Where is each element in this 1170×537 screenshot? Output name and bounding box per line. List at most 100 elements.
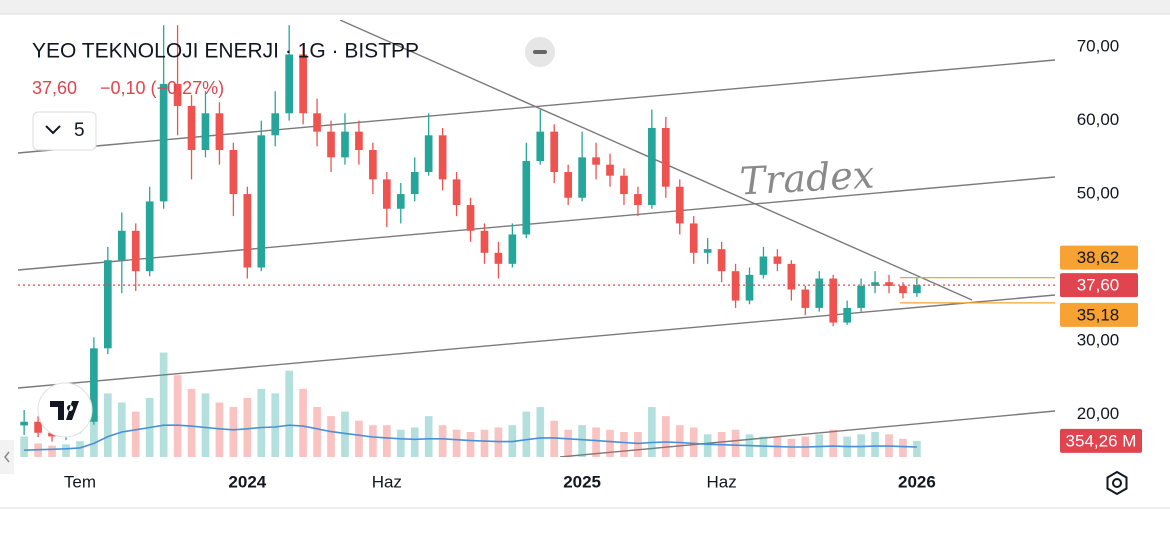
- channel-line: [18, 294, 1055, 389]
- candle-body: [508, 234, 517, 264]
- trend-line: [339, 20, 973, 301]
- candle-body: [34, 421, 42, 433]
- candle-body: [913, 285, 921, 294]
- candle-body: [103, 260, 112, 349]
- candle-body: [606, 164, 614, 176]
- candle-body: [117, 230, 126, 261]
- volume-bar: [703, 434, 712, 457]
- volume-bar: [787, 438, 796, 457]
- volume-bar: [187, 388, 196, 457]
- price-label: 35,18: [1077, 305, 1120, 324]
- volume-bar: [606, 429, 614, 457]
- candle-body: [592, 157, 600, 165]
- toggle-icon: [533, 50, 547, 54]
- volume-bar: [438, 425, 447, 457]
- candle-body: [634, 194, 642, 206]
- volume-bar: [648, 407, 656, 457]
- volume-bar: [285, 370, 294, 457]
- indicator-count: 5: [74, 120, 85, 141]
- volume-bar: [382, 425, 391, 457]
- x-tick-label: 2024: [228, 472, 266, 491]
- y-tick-label: 60,00: [1077, 110, 1120, 129]
- x-tick-label: Tem: [64, 472, 96, 491]
- candle-body: [410, 172, 419, 195]
- volume-bar: [675, 425, 684, 457]
- candle-body: [745, 274, 754, 301]
- volume-bar: [857, 434, 865, 457]
- y-tick-label: 70,00: [1077, 37, 1120, 56]
- volume-bar: [20, 436, 28, 457]
- volume-bar: [327, 416, 335, 457]
- volume-label-box: [1060, 428, 1142, 453]
- candle-body: [731, 271, 740, 301]
- volume-bar: [689, 427, 698, 457]
- price-label-box: [1060, 245, 1138, 270]
- candle-body: [145, 201, 154, 272]
- price-label: 37,60: [1077, 276, 1120, 295]
- indicator-toggle[interactable]: [32, 111, 97, 151]
- volume-bar: [117, 402, 126, 457]
- candle-body: [257, 135, 266, 268]
- price-label: 38,62: [1077, 248, 1120, 267]
- candle-body: [648, 127, 656, 206]
- settings-icon[interactable]: [1106, 470, 1128, 496]
- candle-body: [815, 278, 824, 308]
- volume-bar: [229, 407, 238, 457]
- candle-body: [159, 83, 168, 202]
- candle-body: [857, 285, 865, 308]
- x-tick-label: Haz: [372, 472, 402, 491]
- candle-body: [675, 186, 684, 224]
- volume-bar: [522, 411, 531, 457]
- side-tab[interactable]: [0, 440, 14, 474]
- candle-body: [201, 113, 210, 150]
- candle-body: [522, 161, 531, 235]
- candle-body: [717, 249, 726, 272]
- logo-mark: [50, 401, 79, 420]
- candle-body: [759, 256, 768, 275]
- candle-body: [787, 263, 796, 290]
- volume-bar: [131, 411, 140, 457]
- candle-body: [578, 157, 586, 198]
- chart-title: YEO TEKNOLOJI ENERJI · 1G · BISTPP: [32, 40, 419, 63]
- volume-bar: [550, 420, 559, 457]
- volume-bar: [313, 407, 321, 457]
- volume-bar: [369, 425, 377, 457]
- volume-bar: [592, 427, 600, 457]
- channel-line: [18, 176, 1055, 271]
- volume-bar: [173, 375, 182, 457]
- candle-body: [452, 179, 461, 206]
- volume-bar: [620, 432, 628, 457]
- x-tick-label: 2026: [898, 472, 936, 491]
- candle-body: [843, 307, 851, 323]
- volume-bar: [48, 445, 56, 457]
- volume-bar: [578, 425, 586, 457]
- candle-body: [48, 432, 56, 437]
- candle-body: [871, 282, 879, 286]
- candle-body: [369, 149, 377, 180]
- logo[interactable]: [37, 382, 93, 438]
- candle-body: [90, 348, 98, 422]
- volume-bar: [480, 429, 489, 457]
- candle-body: [271, 113, 280, 136]
- volume-bar: [341, 411, 349, 457]
- x-tick-label: Haz: [706, 472, 736, 491]
- volume-bar: [913, 440, 921, 457]
- candle-body: [313, 113, 321, 132]
- volume-bar: [90, 416, 98, 457]
- candle-body: [885, 282, 893, 286]
- legend-change: −0,10 (−0,27%): [100, 78, 224, 98]
- candle-body: [494, 252, 503, 264]
- volume-bar: [271, 393, 280, 457]
- candle-body: [480, 230, 489, 253]
- candle-body: [341, 131, 349, 158]
- volume-bar: [815, 434, 824, 457]
- volume-bar: [829, 429, 838, 457]
- volume-bar: [536, 407, 545, 457]
- volume-bar: [661, 416, 670, 457]
- candle-body: [173, 83, 182, 106]
- top-bar: [0, 0, 1170, 14]
- volume-bar: [355, 420, 363, 457]
- volume-bar: [159, 352, 168, 457]
- candle-body: [773, 256, 782, 264]
- y-tick-label: 30,00: [1077, 330, 1120, 349]
